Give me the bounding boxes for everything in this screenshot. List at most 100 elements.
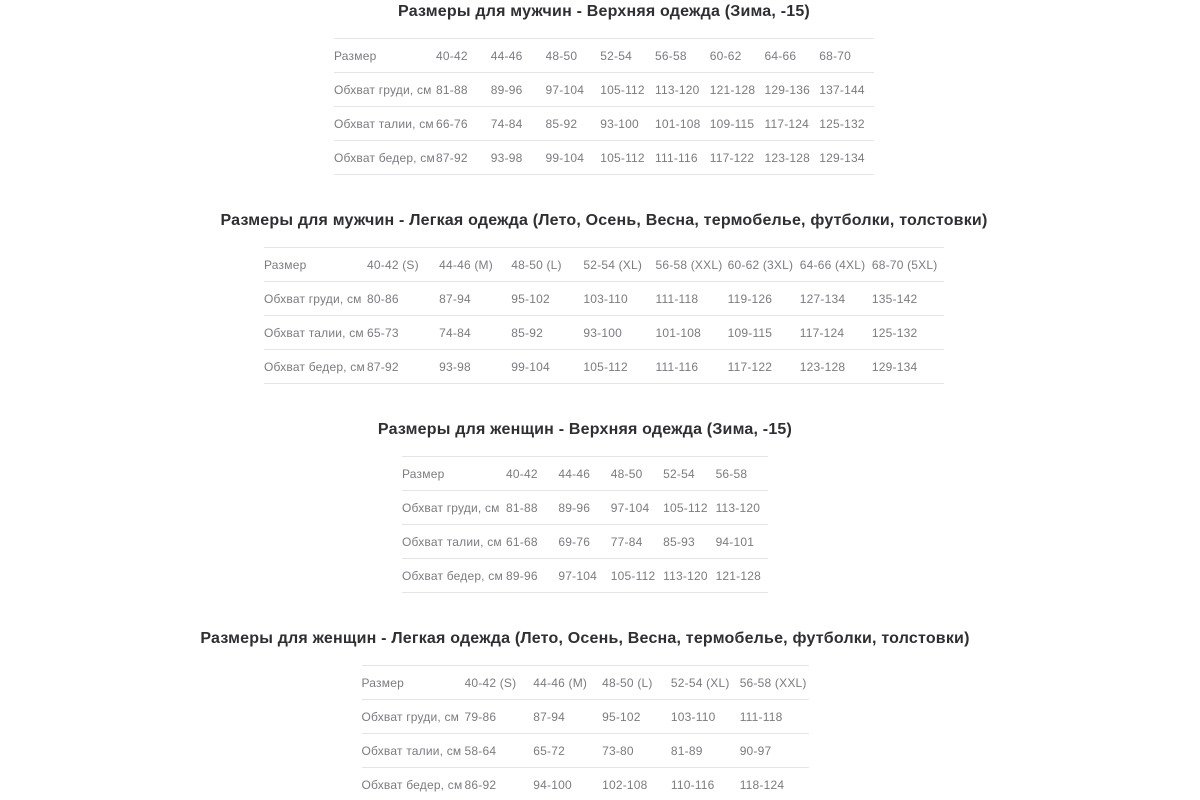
size-column-header: 68-70 bbox=[819, 48, 851, 63]
size-range-value: 90-97 bbox=[739, 743, 772, 758]
size-range-value: 69-76 bbox=[558, 534, 591, 549]
measurement-label: Обхват груди, см bbox=[402, 500, 500, 515]
size-range-value: 121-128 bbox=[709, 82, 756, 97]
size-range-value: 94-101 bbox=[715, 534, 755, 549]
measurement-label: Обхват талии, см bbox=[264, 325, 364, 340]
size-range-value: 81-88 bbox=[506, 500, 538, 515]
measurement-label: Обхват груди, см bbox=[264, 291, 362, 306]
size-range-value: 125-132 bbox=[871, 325, 918, 340]
size-range-value: 65-73 bbox=[367, 325, 399, 340]
size-column-header: 60-62 bbox=[709, 48, 742, 63]
size-column-header: 56-58 bbox=[715, 466, 748, 481]
size-range-value: 117-122 bbox=[727, 359, 773, 374]
measurement-label: Обхват бедер, см bbox=[334, 150, 435, 165]
section-title: Размеры для женщин - Верхняя одежда (Зим… bbox=[377, 421, 793, 438]
size-range-value: 73-80 bbox=[602, 743, 634, 758]
section-title: Размеры для мужчин - Легкая одежда (Лето… bbox=[220, 212, 988, 229]
measurement-label: Обхват груди, см bbox=[334, 82, 432, 97]
size-column-header: 48-50 (L) bbox=[602, 675, 653, 690]
measurement-label: Обхват груди, см bbox=[361, 709, 460, 724]
size-range-value: 129-134 bbox=[819, 150, 865, 165]
size-column-header: 40-42 (S) bbox=[367, 257, 419, 272]
table-row: Обхват груди, см 79-86 87-94 95-102 103-110 1… bbox=[361, 699, 809, 734]
size-range-value: 123-128 bbox=[799, 359, 846, 374]
size-column-header: 64-66 (4XL) bbox=[799, 257, 866, 272]
size-range-value: 85-92 bbox=[511, 325, 543, 340]
size-range-value: 89-96 bbox=[506, 568, 538, 583]
size-column-header: 52-54 bbox=[600, 48, 632, 63]
size-range-value: 99-104 bbox=[511, 359, 550, 374]
measurement-label: Обхват талии, см bbox=[334, 116, 434, 131]
section-title: Размеры для женщин - Легкая одежда (Лето… bbox=[200, 630, 970, 647]
size-range-value: 118-124 bbox=[739, 777, 785, 792]
size-column-header: 60-62 (3XL) bbox=[727, 257, 794, 272]
size-range-value: 135-142 bbox=[871, 291, 918, 306]
size-column-header: 68-70 (5XL) bbox=[871, 257, 938, 272]
size-range-value: 129-134 bbox=[871, 359, 918, 374]
size-column-header: 64-66 bbox=[764, 48, 797, 63]
table-row: Обхват бедер, см 86-92 94-100 102-108 110-11… bbox=[361, 767, 809, 800]
table-row: Обхват талии, см 61-68 69-76 77-84 85-93 94-1… bbox=[402, 524, 768, 559]
size-column-header: 44-46 bbox=[490, 48, 523, 63]
size-range-value: 111-118 bbox=[739, 709, 783, 724]
size-range-value: 105-112 bbox=[600, 82, 645, 97]
size-range-value: 85-92 bbox=[545, 116, 578, 131]
size-range-value: 95-102 bbox=[511, 291, 550, 306]
size-column-header: 40-42 bbox=[506, 466, 538, 481]
size-range-value: 102-108 bbox=[602, 777, 648, 792]
table-header-row: Размер 40-42 44-46 48-50 52-54 56-58 bbox=[402, 456, 768, 491]
size-range-value: 111-116 bbox=[655, 359, 699, 374]
table-row: Обхват бедер, см 87-92 93-98 99-104 105-112 1… bbox=[334, 140, 874, 175]
size-range-value: 87-92 bbox=[436, 150, 468, 165]
size-range-value: 110-116 bbox=[670, 777, 715, 792]
size-range-value: 93-100 bbox=[600, 116, 639, 131]
table-row: Обхват бедер, см 87-92 93-98 99-104 105-112 1… bbox=[264, 349, 944, 384]
table-row: Обхват талии, см 66-76 74-84 85-92 93-100 101… bbox=[334, 106, 874, 141]
table-header-row: Размер 40-42 44-46 48-50 52-54 56-58 60-62 64-6… bbox=[334, 38, 874, 73]
size-range-value: 93-98 bbox=[490, 150, 523, 165]
section-women-light: Размеры для женщин - Легкая одежда (Лето… bbox=[0, 629, 1185, 800]
size-range-value: 74-84 bbox=[490, 116, 523, 131]
section-title: Размеры для мужчин - Верхняя одежда (Зим… bbox=[398, 3, 810, 20]
size-range-value: 81-88 bbox=[436, 82, 468, 97]
size-range-value: 61-68 bbox=[506, 534, 538, 549]
size-range-value: 123-128 bbox=[764, 150, 810, 165]
size-range-value: 81-89 bbox=[670, 743, 703, 758]
size-range-value: 117-124 bbox=[764, 116, 810, 131]
size-range-value: 113-120 bbox=[655, 82, 700, 97]
size-range-value: 105-112 bbox=[663, 500, 708, 515]
size-column-header: 44-46 (M) bbox=[439, 257, 493, 272]
size-range-value: 105-112 bbox=[610, 568, 656, 583]
size-column-header: 48-50 bbox=[610, 466, 643, 481]
size-range-value: 121-128 bbox=[715, 568, 762, 583]
size-range-value: 101-108 bbox=[655, 116, 701, 131]
row-label-header: Размер bbox=[334, 48, 377, 63]
size-range-value: 87-92 bbox=[367, 359, 399, 374]
table-row: Обхват талии, см 58-64 65-72 73-80 81-89 90-9… bbox=[361, 733, 809, 768]
table-header-row: Размер 40-42 (S) 44-46 (M) 48-50 (L) 52-54 (… bbox=[361, 665, 809, 700]
size-range-value: 109-115 bbox=[709, 116, 755, 131]
size-column-header: 44-46 bbox=[558, 466, 591, 481]
section-men-light: Размеры для мужчин - Легкая одежда (Лето… bbox=[4, 211, 1200, 384]
size-column-header: 56-58 bbox=[655, 48, 687, 63]
size-column-header: 48-50 bbox=[545, 48, 578, 63]
section-women-winter: Размеры для женщин - Верхняя одежда (Зим… bbox=[0, 420, 1185, 593]
size-table-women-winter: Размер 40-42 44-46 48-50 52-54 56-58 Обхват гр… bbox=[402, 456, 768, 593]
table-row: Обхват груди, см 81-88 89-96 97-104 105-112 1… bbox=[402, 490, 768, 525]
size-range-value: 137-144 bbox=[819, 82, 865, 97]
table-row: Обхват бедер, см 89-96 97-104 105-112 113-12… bbox=[402, 558, 768, 593]
size-table-men-winter: Размер 40-42 44-46 48-50 52-54 56-58 60-62 64-6… bbox=[334, 38, 874, 175]
size-range-value: 111-118 bbox=[655, 291, 699, 306]
size-range-value: 97-104 bbox=[610, 500, 650, 515]
size-range-value: 119-126 bbox=[727, 291, 773, 306]
size-range-value: 93-100 bbox=[583, 325, 622, 340]
size-range-value: 85-93 bbox=[663, 534, 695, 549]
measurement-label: Обхват бедер, см bbox=[264, 359, 365, 374]
size-range-value: 97-104 bbox=[558, 568, 597, 583]
size-column-header: 56-58 (XXL) bbox=[739, 675, 807, 690]
row-label-header: Размер bbox=[402, 466, 445, 481]
size-range-value: 58-64 bbox=[464, 743, 497, 758]
size-range-value: 65-72 bbox=[533, 743, 565, 758]
row-label-header: Размер bbox=[264, 257, 307, 272]
table-header-row: Размер 40-42 (S) 44-46 (M) 48-50 (L) 52-54 (… bbox=[264, 247, 944, 282]
